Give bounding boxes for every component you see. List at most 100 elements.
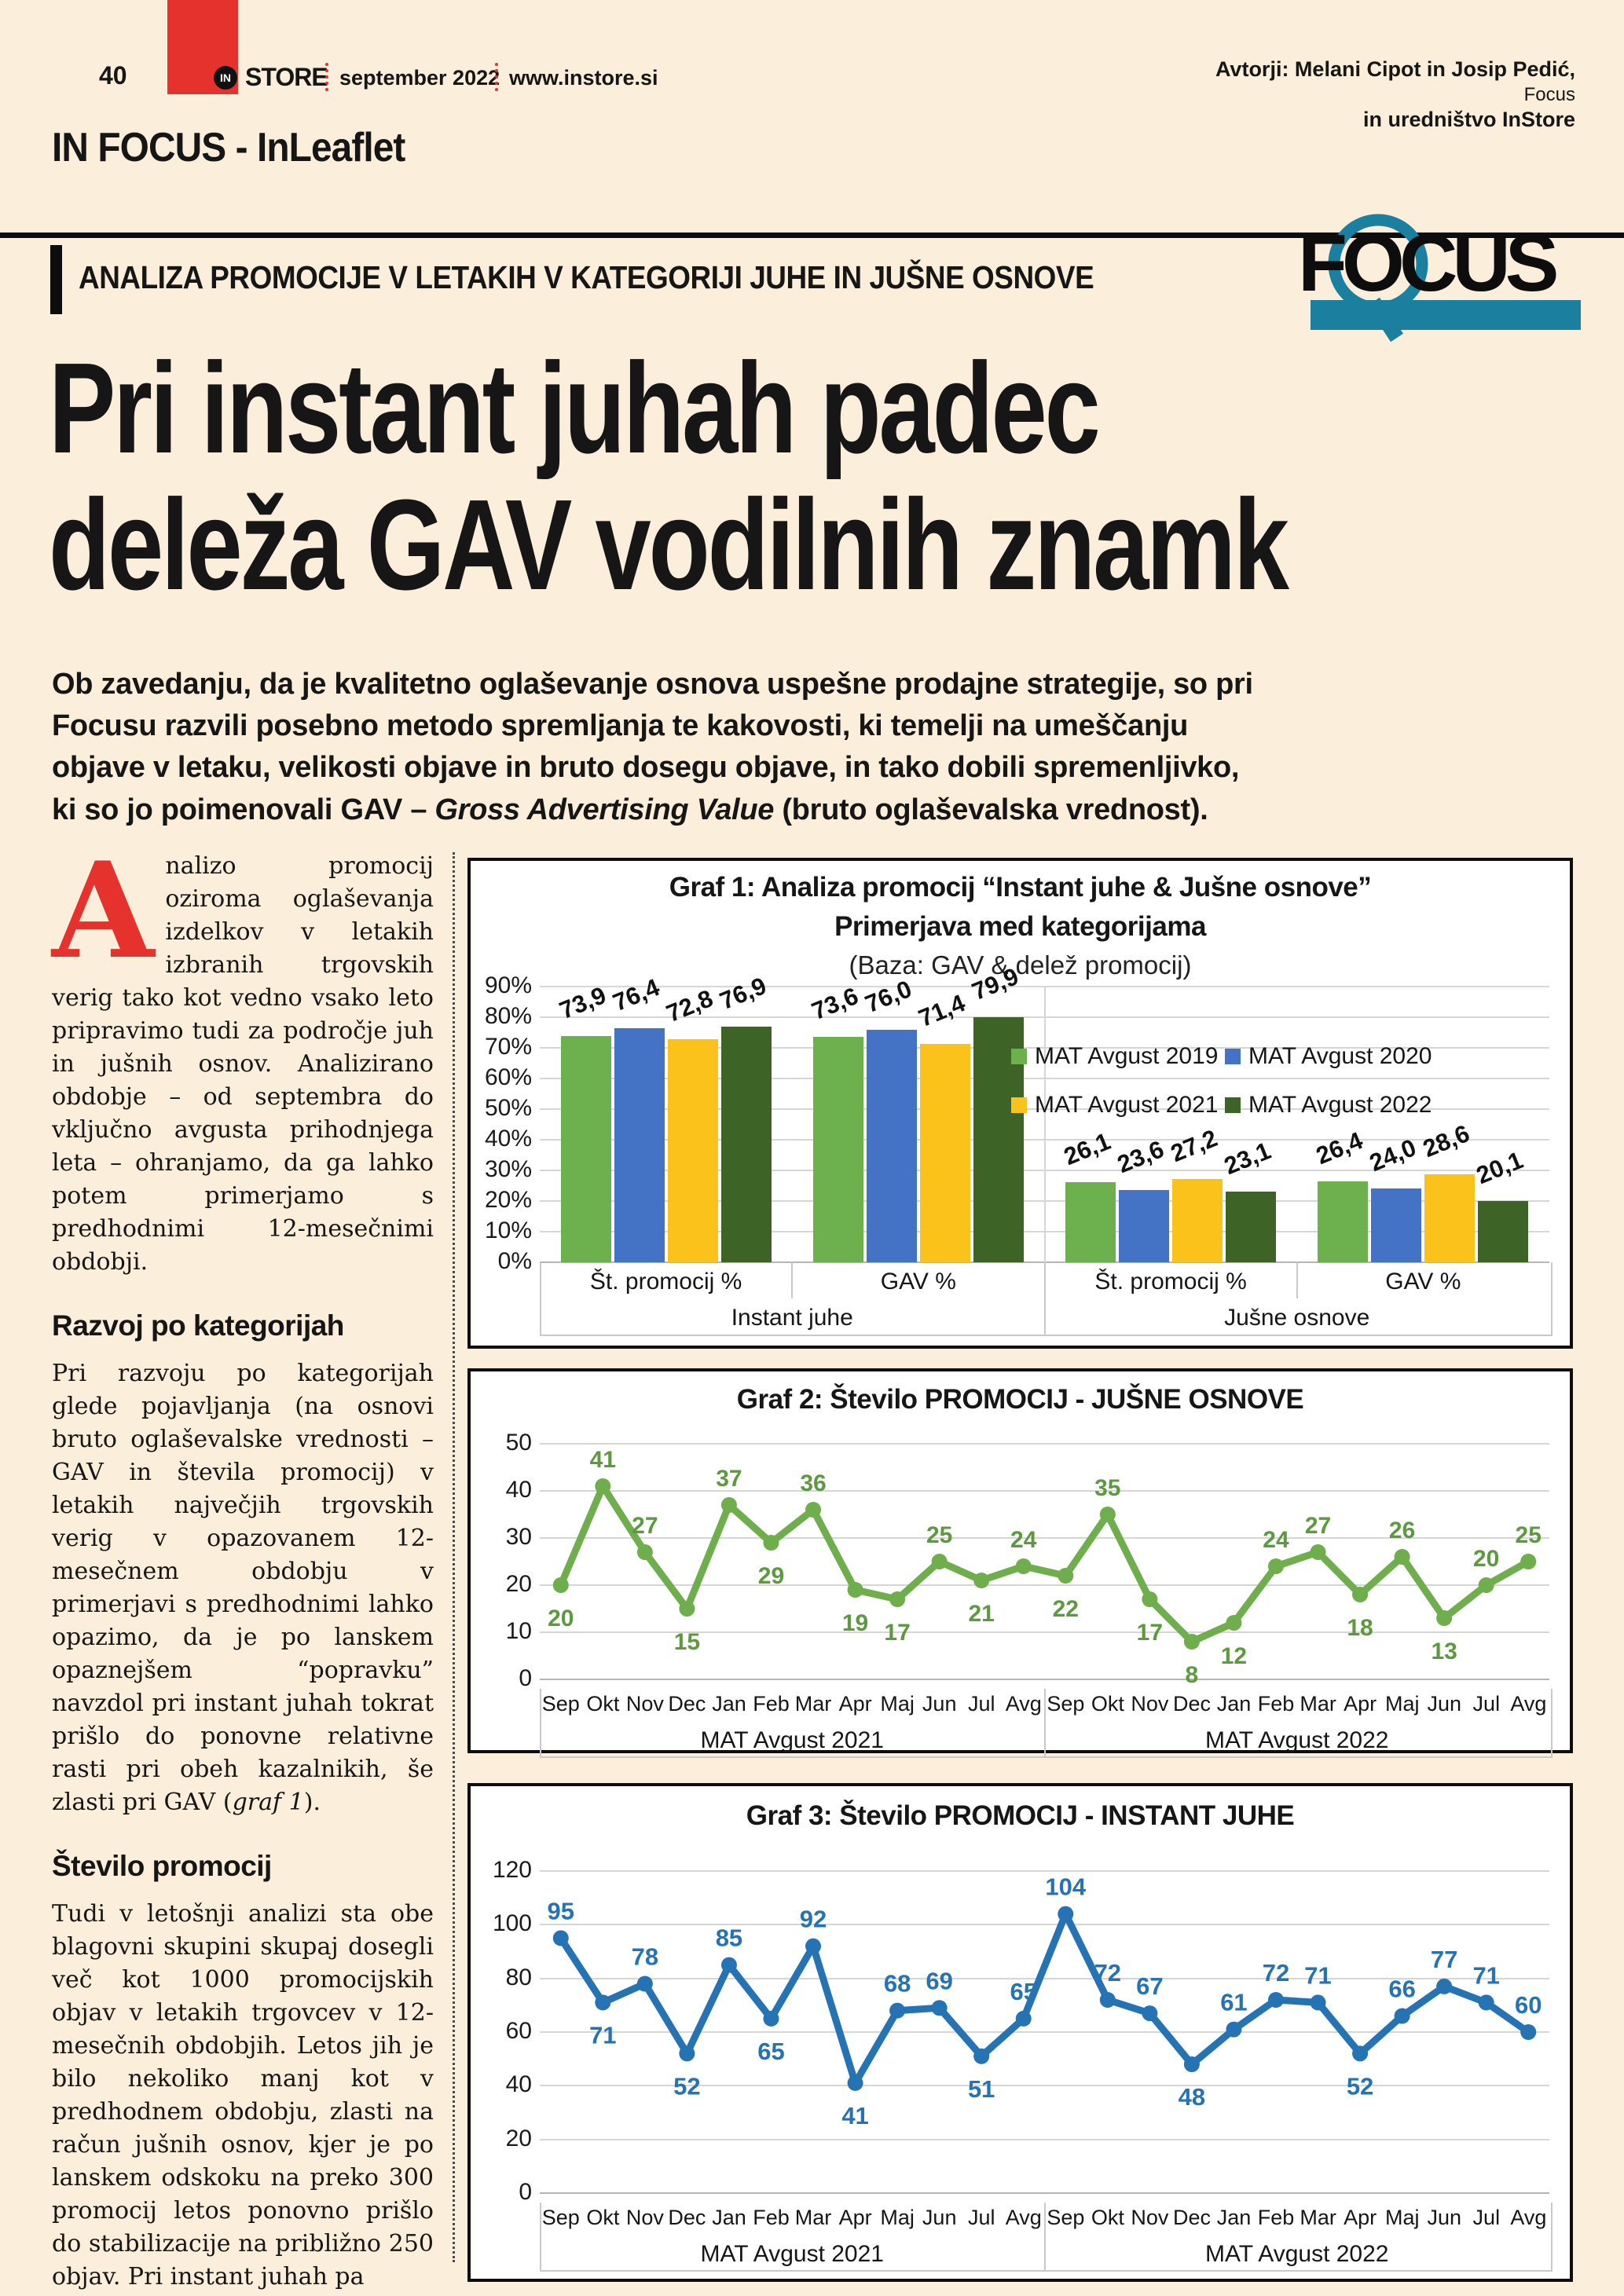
data-point bbox=[1142, 1591, 1158, 1607]
data-point bbox=[552, 1577, 569, 1593]
website-link[interactable]: www.instore.si bbox=[509, 66, 658, 90]
month-label: Feb bbox=[753, 1692, 790, 1716]
gridline bbox=[540, 2031, 1549, 2033]
month-label: Jun bbox=[1427, 1692, 1462, 1716]
data-point bbox=[595, 1478, 611, 1494]
data-point bbox=[636, 1544, 653, 1560]
data-point bbox=[1436, 1610, 1453, 1626]
y-axis-tick-label: 40 bbox=[505, 2071, 532, 2098]
data-point bbox=[1352, 2045, 1369, 2062]
maincategory-label: Instant juhe bbox=[731, 1305, 853, 1331]
month-label: Nov bbox=[625, 2206, 664, 2229]
intro-italic: Gross Advertising Value bbox=[434, 793, 775, 826]
bar: 72,8 bbox=[662, 984, 718, 1262]
month-label: Jun bbox=[1427, 2206, 1462, 2229]
month-label: Apr bbox=[1344, 1692, 1377, 1716]
data-point bbox=[805, 1502, 822, 1518]
y-axis-tick-label: 40% bbox=[484, 1126, 532, 1152]
bar: 27,2 bbox=[1167, 1124, 1223, 1262]
point-value-label: 15 bbox=[674, 1629, 700, 1655]
month-label: Mar bbox=[794, 1692, 832, 1716]
month-label: Sep bbox=[541, 1692, 580, 1716]
point-value-label: 37 bbox=[716, 1466, 742, 1492]
legend-swatch bbox=[1011, 1049, 1027, 1064]
month-label: Mar bbox=[1300, 2206, 1336, 2229]
headline-line1: Pri instant juhah padec bbox=[49, 336, 1101, 480]
y-axis-tick-label: 70% bbox=[484, 1034, 532, 1060]
issue-date: september 2022 bbox=[339, 66, 500, 90]
legend-label: MAT Avgust 2019 bbox=[1035, 1043, 1219, 1069]
bar-value-label: 28,6 bbox=[1419, 1119, 1474, 1163]
point-value-label: 71 bbox=[1304, 1961, 1331, 1989]
bar-value-label: 27,2 bbox=[1167, 1123, 1222, 1167]
month-label: Feb bbox=[1257, 1692, 1295, 1716]
month-label: Apr bbox=[1344, 2206, 1377, 2229]
point-value-label: 51 bbox=[968, 2075, 995, 2103]
month-label: Jan bbox=[712, 2206, 746, 2229]
data-point bbox=[847, 2074, 863, 2091]
axis-divider bbox=[791, 1262, 794, 1298]
point-value-label: 61 bbox=[1220, 1989, 1247, 2016]
graf3-line-chart: Graf 3: Število PROMOCIJ - INSTANT JUHE … bbox=[467, 1783, 1573, 2282]
headline-line2: deleža GAV vodilnih znamk bbox=[49, 473, 1289, 617]
point-value-label: 35 bbox=[1094, 1475, 1120, 1501]
graf2-line-chart: Graf 2: Število PROMOCIJ - JUŠNE OSNOVE … bbox=[467, 1368, 1573, 1758]
y-axis-tick-label: 30 bbox=[505, 1524, 532, 1550]
y-axis-tick-label: 0% bbox=[497, 1248, 532, 1274]
bar-group: 73,9 76,4 72,8 76,9 bbox=[540, 972, 792, 1262]
y-axis-tick-label: 40 bbox=[505, 1477, 532, 1503]
gridline bbox=[540, 1679, 1549, 1680]
mat-period-label: MAT Avgust 2021 bbox=[700, 1727, 884, 1753]
bar-value-label: 26,4 bbox=[1312, 1126, 1367, 1170]
bar-value-label: 24,0 bbox=[1366, 1133, 1421, 1177]
point-value-label: 52 bbox=[1347, 2072, 1373, 2100]
point-value-label: 25 bbox=[926, 1522, 952, 1548]
point-value-label: 27 bbox=[1305, 1513, 1331, 1539]
point-value-label: 67 bbox=[1136, 1972, 1163, 2000]
month-label: Apr bbox=[838, 2206, 872, 2229]
point-value-label: 65 bbox=[1010, 1978, 1036, 2005]
month-label: Jul bbox=[1472, 2206, 1501, 2229]
legend-swatch bbox=[1225, 1049, 1241, 1064]
month-label: Avg bbox=[1005, 1692, 1042, 1716]
month-label: Dec bbox=[668, 1692, 706, 1716]
data-point bbox=[1015, 1558, 1032, 1574]
point-value-label: 13 bbox=[1431, 1639, 1457, 1664]
point-value-label: 95 bbox=[548, 1897, 574, 1924]
month-label: Mar bbox=[794, 2206, 832, 2229]
month-label: Maj bbox=[880, 1692, 915, 1716]
legend-swatch bbox=[1011, 1097, 1027, 1113]
month-label: Feb bbox=[753, 2206, 790, 2229]
kicker-bar bbox=[50, 245, 62, 314]
month-label: Okt bbox=[1091, 2206, 1124, 2229]
month-label: Maj bbox=[1384, 2206, 1420, 2229]
month-label: Jul bbox=[1472, 1692, 1501, 1716]
month-label: Okt bbox=[1091, 1692, 1124, 1716]
point-value-label: 69 bbox=[926, 1967, 952, 1994]
data-point bbox=[552, 1930, 569, 1946]
gridline bbox=[540, 2138, 1549, 2140]
paragraph: Pri razvoju po kategorijah glede pojavlj… bbox=[52, 1357, 434, 1819]
focus-logo-icon: FOCUS bbox=[1298, 214, 1581, 342]
point-value-label: 29 bbox=[758, 1563, 784, 1589]
y-axis-tick-label: 80% bbox=[484, 1003, 532, 1029]
bar-value-label: 26,1 bbox=[1060, 1127, 1115, 1171]
y-axis-tick-label: 30% bbox=[484, 1156, 532, 1182]
y-axis-tick-label: 100 bbox=[492, 1910, 532, 1937]
month-label: Avg bbox=[1510, 2206, 1547, 2229]
y-axis-tick-label: 20 bbox=[505, 1571, 532, 1597]
point-value-label: 20 bbox=[548, 1606, 574, 1631]
subcategory-label: GAV % bbox=[880, 1269, 956, 1294]
bar-group: 26,1 23,6 27,2 23,1 bbox=[1045, 987, 1297, 1262]
point-value-label: 65 bbox=[757, 2038, 784, 2065]
data-point bbox=[1099, 1507, 1116, 1522]
line-series: 95 71 78 52 85 65 92 41 68 69 51 65 104 72 67 48 61 72 71 5… bbox=[548, 1873, 1542, 2129]
data-point bbox=[1520, 1554, 1537, 1569]
legend-swatch bbox=[1225, 1097, 1241, 1113]
year-divider bbox=[1043, 1689, 1046, 1756]
paragraph-text: Tudi v letošnji analizi sta obe blagovni… bbox=[52, 1899, 434, 2291]
mat-period-label: MAT Avgust 2022 bbox=[1205, 1727, 1389, 1753]
point-value-label: 52 bbox=[673, 2072, 700, 2100]
legend: MAT Avgust 2019 MAT Avgust 2020 MAT Avgust… bbox=[1011, 1043, 1439, 1119]
